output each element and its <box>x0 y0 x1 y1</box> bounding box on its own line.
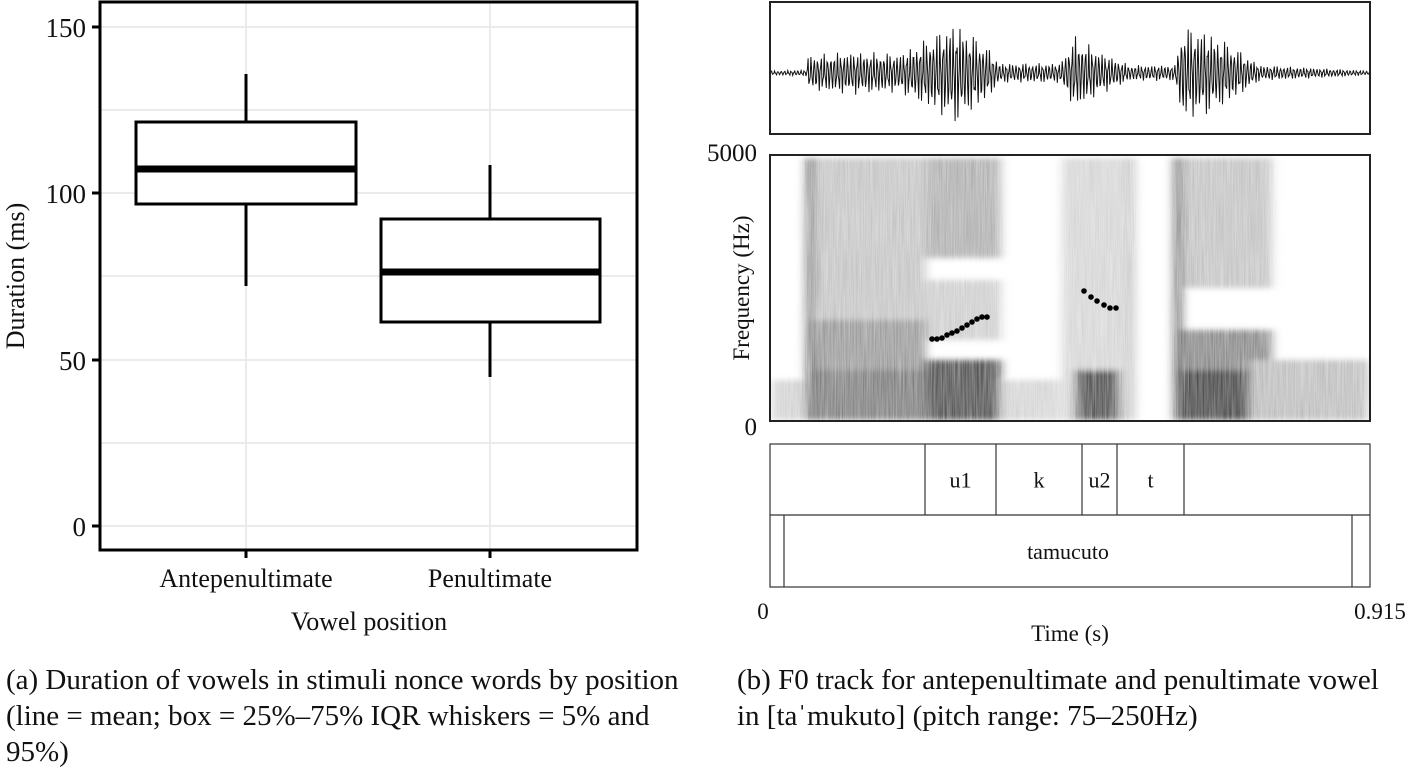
textgrid-tier-segments: u1 k u2 t <box>924 444 1185 515</box>
y-axis-label: Duration (ms) <box>1 203 30 350</box>
time-start-label: 0 <box>757 599 769 624</box>
praat-display: 5000 0 Frequency (Hz) u1 k u2 t tamucuto 0 … <box>707 1 1406 646</box>
textgrid <box>769 443 1371 588</box>
textgrid-tier-word: tamucuto <box>783 515 1353 587</box>
ytick-50: 50 <box>59 346 86 376</box>
textgrid-interval-label: tamucuto <box>1027 539 1109 564</box>
spectrogram <box>770 155 1370 421</box>
f0-track-u1 <box>929 314 990 342</box>
boxplot-chart: 150 100 50 0 Antepenultimate Penultimate… <box>1 0 639 636</box>
spectrogram-border <box>769 154 1371 422</box>
textgrid-interval-label: u1 <box>950 468 972 493</box>
time-end-label: 0.915 <box>1354 599 1406 624</box>
waveform <box>769 1 1371 135</box>
f0-track <box>929 288 1119 342</box>
f0-track-u2 <box>1081 288 1119 311</box>
ytick-150: 150 <box>46 13 87 43</box>
xtick-penultimate: Penultimate <box>428 564 552 593</box>
textgrid-interval-label: k <box>1034 468 1045 493</box>
freq-axis-label: Frequency (Hz) <box>729 216 754 361</box>
xtick-antepenultimate: Antepenultimate <box>159 564 332 593</box>
textgrid-interval-label: t <box>1147 468 1153 493</box>
time-axis-label: Time (s) <box>1031 621 1109 646</box>
ytick-0: 0 <box>73 512 87 542</box>
caption-b: (b) F0 track for antepenultimate and pen… <box>737 664 1379 732</box>
freq-min-label: 0 <box>745 414 758 441</box>
box-antepenultimate <box>134 74 358 286</box>
plot-border <box>98 0 639 552</box>
ytick-100: 100 <box>46 179 87 209</box>
x-axis-label: Vowel position <box>291 607 447 636</box>
box-penultimate <box>379 165 602 377</box>
freq-max-label: 5000 <box>707 140 757 167</box>
caption-a: (a) Duration of vowels in stimuli nonce … <box>6 664 679 768</box>
textgrid-interval-label: u2 <box>1089 468 1111 493</box>
